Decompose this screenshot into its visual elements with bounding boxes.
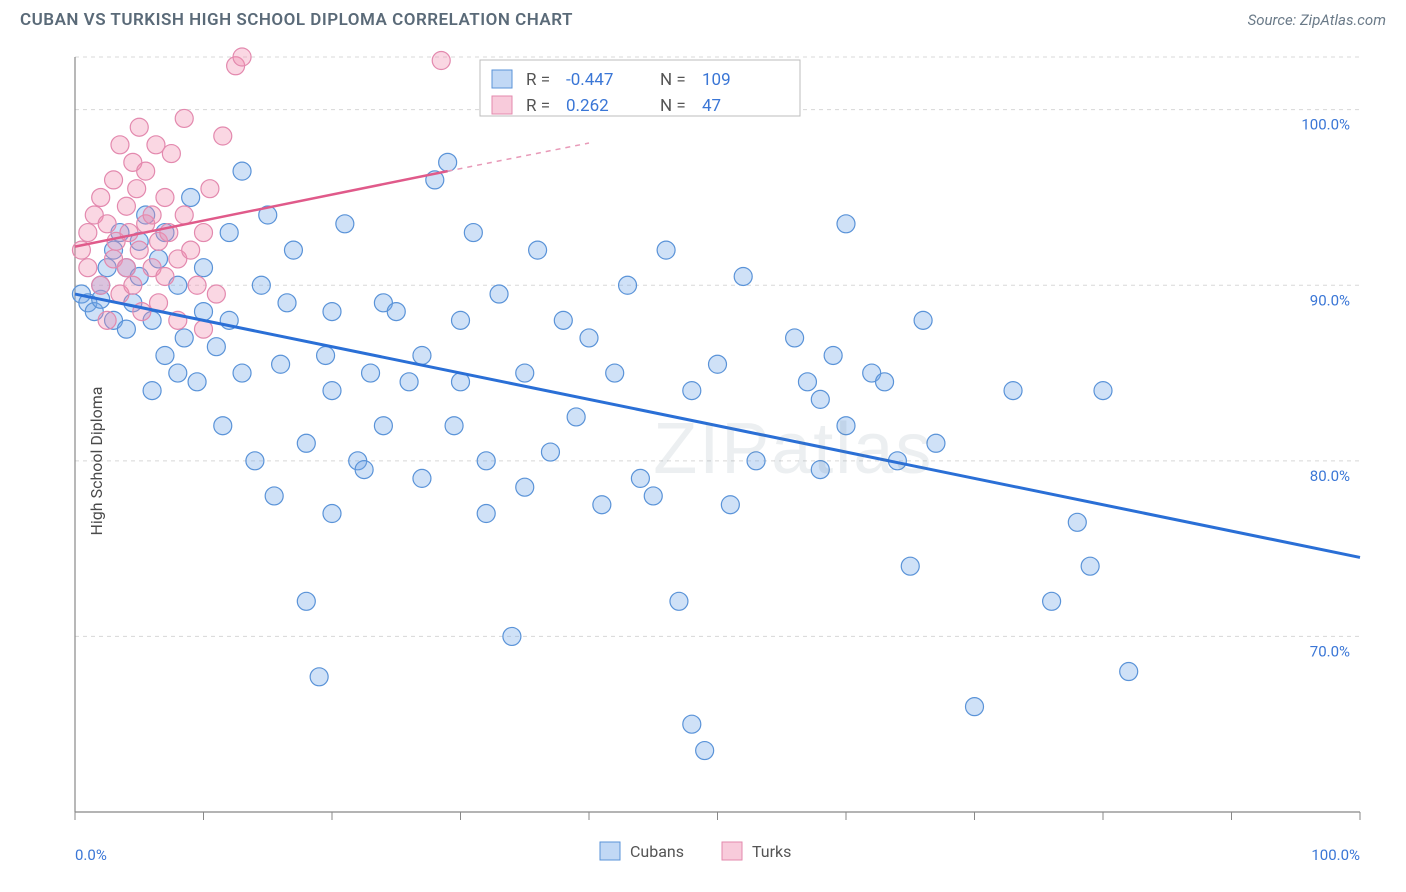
svg-text:Turks: Turks: [752, 842, 791, 861]
svg-text:80.0%: 80.0%: [1310, 467, 1350, 485]
svg-text:Cubans: Cubans: [630, 842, 684, 861]
chart-title: CUBAN VS TURKISH HIGH SCHOOL DIPLOMA COR…: [20, 10, 573, 30]
svg-text:90.0%: 90.0%: [1310, 291, 1350, 309]
svg-text:0.262: 0.262: [566, 96, 609, 116]
svg-text:70.0%: 70.0%: [1310, 642, 1350, 660]
y-axis-label: High School Diploma: [87, 387, 106, 536]
svg-text:100.0%: 100.0%: [1301, 116, 1350, 134]
svg-text:N =: N =: [660, 70, 686, 90]
svg-text:109: 109: [702, 70, 731, 90]
svg-text:R =: R =: [526, 96, 550, 116]
svg-text:100.0%: 100.0%: [1311, 846, 1360, 864]
svg-text:0.0%: 0.0%: [75, 846, 107, 864]
svg-text:47: 47: [702, 96, 721, 116]
svg-text:-0.447: -0.447: [566, 70, 613, 90]
svg-text:N =: N =: [660, 96, 686, 116]
svg-text:R =: R =: [526, 70, 550, 90]
source-label: Source: ZipAtlas.com: [1248, 11, 1386, 29]
scatter-chart: 70.0% 80.0% 90.0% 100.0% 0.0% 100.0% R = -0.447…: [20, 42, 1386, 880]
